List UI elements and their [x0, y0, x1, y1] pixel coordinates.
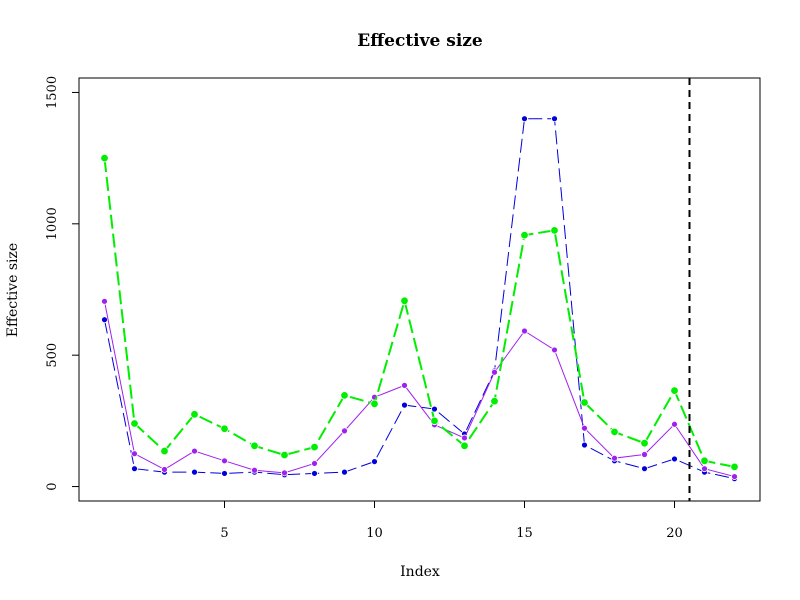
y-tick-label: 1500	[45, 76, 60, 109]
x-tick-label: 20	[666, 526, 683, 541]
data-point	[490, 396, 499, 406]
series-line	[103, 158, 735, 468]
y-tick-label: 0	[45, 482, 60, 490]
data-point	[730, 462, 739, 472]
data-point	[611, 454, 618, 462]
series-2	[101, 297, 738, 480]
data-point	[491, 368, 498, 376]
data-point	[401, 401, 408, 409]
data-point	[161, 466, 168, 473]
data-point	[251, 466, 258, 474]
data-point	[400, 296, 409, 305]
data-point	[221, 470, 228, 477]
data-point	[430, 416, 439, 426]
data-point	[341, 468, 348, 476]
data-point	[431, 405, 438, 413]
data-point	[310, 442, 319, 452]
data-point	[190, 410, 199, 419]
data-point	[191, 468, 198, 476]
y-tick-label: 500	[45, 343, 60, 368]
x-tick-label: 15	[516, 526, 533, 541]
x-axis-label: Index	[400, 564, 440, 580]
data-point	[281, 469, 288, 477]
data-point	[221, 457, 228, 465]
data-point	[581, 424, 588, 432]
data-point	[311, 460, 318, 467]
data-point	[521, 327, 528, 335]
data-point	[520, 230, 529, 240]
data-point	[131, 465, 138, 473]
data-point	[401, 381, 408, 389]
plot-frame	[78, 77, 761, 502]
x-tick-label: 5	[220, 526, 228, 541]
series-line	[104, 118, 735, 480]
data-point	[670, 386, 679, 395]
data-point	[461, 434, 468, 442]
data-point	[130, 419, 139, 428]
y-axis: 0 500 1000 1500	[45, 76, 80, 491]
data-point	[370, 399, 379, 408]
data-point	[280, 450, 289, 460]
y-tick-label: 1000	[45, 207, 60, 240]
data-point	[551, 346, 558, 354]
data-point	[641, 465, 648, 473]
data-point	[220, 424, 229, 433]
data-point	[311, 470, 318, 477]
series-3	[100, 153, 739, 472]
data-point	[521, 115, 528, 123]
data-point	[340, 391, 349, 400]
data-point	[160, 446, 169, 456]
series-line	[104, 301, 735, 478]
data-point	[671, 455, 678, 463]
data-point	[250, 441, 259, 451]
data-point	[640, 438, 649, 448]
data-point	[341, 427, 348, 435]
data-point	[101, 297, 108, 305]
data-point	[371, 458, 378, 465]
data-point	[191, 447, 198, 455]
data-point	[550, 226, 559, 235]
data-point	[610, 427, 619, 437]
data-point	[731, 473, 738, 480]
series-1	[101, 115, 738, 483]
data-point	[700, 456, 709, 466]
data-point	[701, 465, 708, 473]
chart-title: Effective size	[357, 31, 483, 51]
y-axis-label: Effective size	[5, 243, 21, 337]
data-point	[460, 441, 469, 451]
data-point	[641, 451, 648, 458]
data-point	[100, 153, 109, 163]
data-point	[101, 316, 108, 324]
x-tick-label: 10	[366, 526, 383, 541]
series-layer	[100, 115, 739, 483]
data-point	[131, 450, 138, 458]
data-point	[581, 441, 588, 449]
data-point	[580, 398, 589, 407]
data-point	[551, 115, 558, 123]
data-point	[671, 420, 678, 428]
x-axis: 5 10 15 20	[220, 500, 683, 541]
